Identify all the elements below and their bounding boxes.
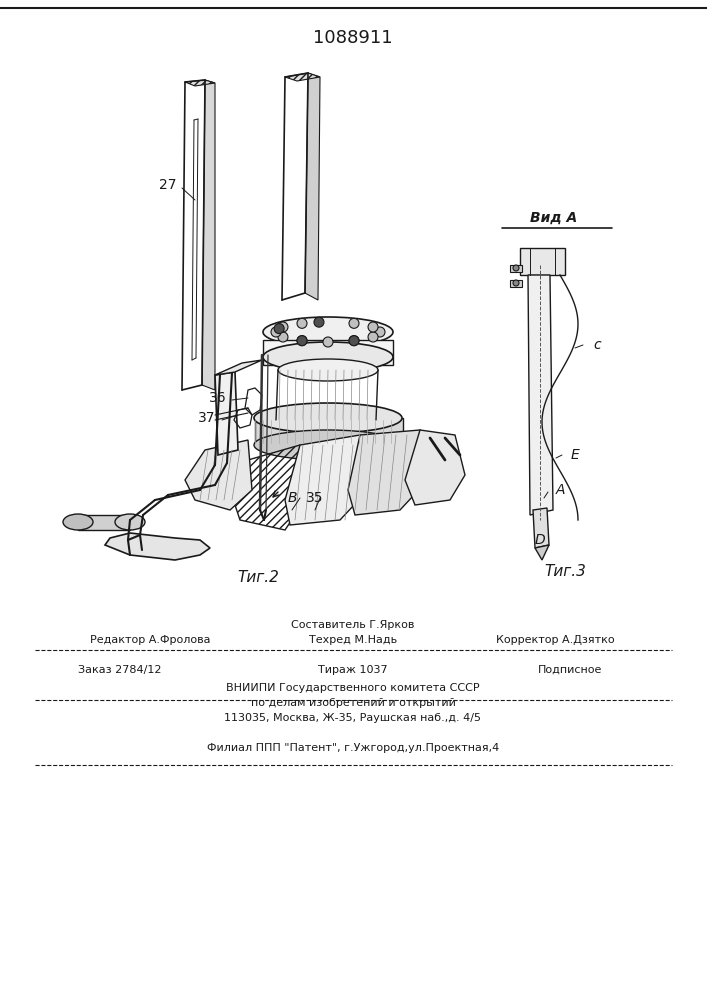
Text: c: c — [593, 338, 601, 352]
Text: 37: 37 — [198, 411, 216, 425]
Polygon shape — [255, 418, 403, 445]
Polygon shape — [305, 73, 320, 300]
Text: ВНИИПИ Государственного комитета СССР: ВНИИПИ Государственного комитета СССР — [226, 683, 480, 693]
Text: по делам изобретений и открытий: по делам изобретений и открытий — [250, 698, 455, 708]
Polygon shape — [202, 80, 215, 390]
Circle shape — [297, 336, 307, 346]
Ellipse shape — [254, 430, 402, 460]
Polygon shape — [520, 248, 565, 275]
Ellipse shape — [115, 514, 145, 530]
Text: 27: 27 — [159, 178, 177, 192]
Text: Корректор А.Дзятко: Корректор А.Дзятко — [496, 635, 614, 645]
Circle shape — [278, 332, 288, 342]
Circle shape — [323, 337, 333, 347]
Circle shape — [278, 322, 288, 332]
Text: E: E — [571, 448, 579, 462]
Circle shape — [274, 324, 284, 334]
Circle shape — [513, 280, 519, 286]
Polygon shape — [405, 430, 465, 505]
Polygon shape — [510, 280, 522, 287]
Text: Филиал ППП "Патент", г.Ужгород,ул.Проектная,4: Филиал ППП "Патент", г.Ужгород,ул.Проект… — [207, 743, 499, 753]
Text: D: D — [534, 533, 545, 547]
Text: Техред М.Надь: Техред М.Надь — [309, 635, 397, 645]
Text: Вид A: Вид A — [530, 211, 578, 225]
Text: Составитель Г.Ярков: Составитель Г.Ярков — [291, 620, 415, 630]
Ellipse shape — [278, 409, 378, 431]
Circle shape — [314, 317, 324, 327]
Circle shape — [368, 332, 378, 342]
Text: 113035, Москва, Ж-35, Раушская наб.,д. 4/5: 113035, Москва, Ж-35, Раушская наб.,д. 4… — [225, 713, 481, 723]
Circle shape — [297, 318, 307, 328]
Ellipse shape — [278, 359, 378, 381]
Polygon shape — [263, 340, 393, 365]
Polygon shape — [215, 360, 262, 375]
Text: Редактор А.Фролова: Редактор А.Фролова — [90, 635, 210, 645]
Circle shape — [513, 265, 519, 271]
Text: B: B — [287, 491, 297, 505]
Circle shape — [349, 336, 359, 346]
Ellipse shape — [254, 403, 402, 433]
Polygon shape — [528, 275, 553, 515]
Text: Заказ 2784/12: Заказ 2784/12 — [78, 665, 162, 675]
Ellipse shape — [263, 317, 393, 347]
Ellipse shape — [63, 514, 93, 530]
Polygon shape — [78, 515, 130, 530]
Polygon shape — [215, 372, 238, 455]
Text: Тираж 1037: Тираж 1037 — [318, 665, 388, 675]
Polygon shape — [185, 80, 215, 86]
Polygon shape — [185, 440, 252, 510]
Circle shape — [349, 318, 359, 328]
Polygon shape — [105, 533, 210, 560]
Text: Τиг.3: Τиг.3 — [544, 564, 586, 580]
Polygon shape — [533, 508, 549, 548]
Text: A: A — [555, 483, 565, 497]
Polygon shape — [348, 430, 428, 515]
Circle shape — [375, 327, 385, 337]
Text: 36: 36 — [209, 391, 227, 405]
Circle shape — [368, 322, 378, 332]
Polygon shape — [285, 435, 368, 525]
Text: 35: 35 — [306, 491, 324, 505]
Circle shape — [297, 336, 307, 346]
Text: 1088911: 1088911 — [313, 29, 393, 47]
Polygon shape — [535, 545, 549, 560]
Polygon shape — [510, 265, 522, 272]
Text: Τиг.2: Τиг.2 — [237, 570, 279, 585]
Circle shape — [349, 336, 359, 346]
Polygon shape — [285, 73, 320, 81]
Text: Подписное: Подписное — [538, 665, 602, 675]
Circle shape — [271, 327, 281, 337]
Ellipse shape — [263, 342, 393, 372]
